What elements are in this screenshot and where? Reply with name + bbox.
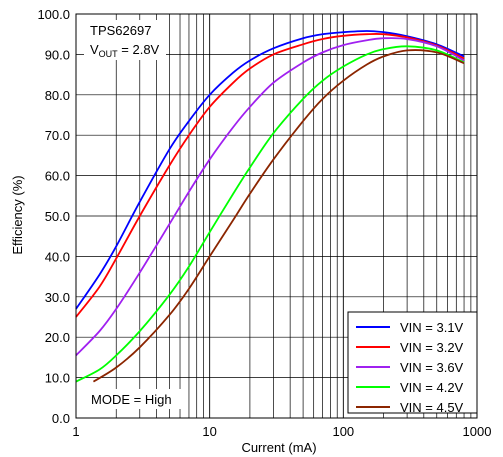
device-annotation: TPS62697 — [90, 23, 151, 38]
series-line-4 — [75, 45, 465, 383]
legend: VIN = 3.1V VIN = 3.2V VIN = 3.6V VIN = 4.2V… — [347, 311, 478, 415]
legend-label-3: VIN = 3.6V — [400, 360, 464, 375]
x-tick-labels: 1 10 100 1000 — [72, 424, 491, 439]
x-tick-label: 1 — [72, 424, 79, 439]
y-tick-label: 60.0 — [45, 169, 70, 184]
series-line-5 — [92, 49, 465, 383]
y-tick-label: 20.0 — [45, 330, 70, 345]
vout-annotation: VOUT = 2.8V — [90, 42, 160, 59]
legend-label-2: VIN = 3.2V — [400, 340, 464, 355]
y-tick-label: 80.0 — [45, 88, 70, 103]
y-tick-label: 100.0 — [37, 7, 70, 22]
legend-label-5: VIN = 4.5V — [400, 400, 464, 415]
x-tick-label: 1000 — [463, 424, 492, 439]
y-tick-label: 30.0 — [45, 290, 70, 305]
y-tick-label: 70.0 — [45, 128, 70, 143]
y-tick-label: 40.0 — [45, 249, 70, 264]
y-tick-labels: 0.0 10.0 20.0 30.0 40.0 50.0 60.0 70.0 80.0 90.0 1… — [37, 7, 70, 426]
annotations: TPS62697 VOUT = 2.8V MODE = High — [84, 20, 186, 409]
series-line-2 — [75, 32, 465, 318]
y-tick-label: 0.0 — [52, 411, 70, 426]
legend-label-1: VIN = 3.1V — [400, 320, 464, 335]
series-line-1 — [75, 30, 465, 310]
y-axis-title: Efficiency (%) — [10, 175, 25, 254]
series-lines — [75, 30, 465, 383]
y-tick-label: 10.0 — [45, 371, 70, 386]
series-line-3 — [75, 37, 465, 357]
y-tick-label: 50.0 — [45, 209, 70, 224]
x-tick-label: 10 — [202, 424, 216, 439]
x-axis-title: Current (mA) — [241, 440, 316, 455]
y-tick-label: 90.0 — [45, 47, 70, 62]
mode-annotation: MODE = High — [91, 392, 172, 407]
x-tick-label: 100 — [332, 424, 354, 439]
plot-area — [75, 13, 478, 419]
legend-label-4: VIN = 4.2V — [400, 380, 464, 395]
